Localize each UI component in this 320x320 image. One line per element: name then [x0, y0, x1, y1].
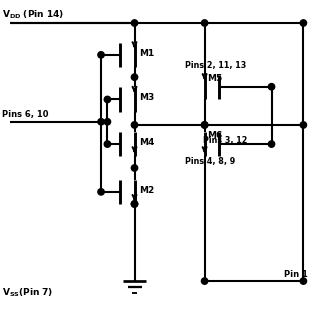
- Circle shape: [98, 119, 104, 125]
- Text: Pins 4, 8, 9: Pins 4, 8, 9: [186, 157, 236, 166]
- Text: $\mathbf{V_{SS}}$(Pin 7): $\mathbf{V_{SS}}$(Pin 7): [2, 286, 54, 299]
- Circle shape: [300, 20, 307, 26]
- Text: Pins 2, 11, 13: Pins 2, 11, 13: [186, 61, 247, 70]
- Circle shape: [104, 119, 111, 125]
- Circle shape: [201, 122, 208, 128]
- Text: $\mathbf{V_{DD}}$ (Pin 14): $\mathbf{V_{DD}}$ (Pin 14): [2, 9, 64, 21]
- Circle shape: [131, 165, 138, 171]
- Circle shape: [131, 74, 138, 80]
- Text: M1: M1: [139, 49, 154, 58]
- Circle shape: [201, 278, 208, 284]
- Circle shape: [98, 52, 104, 58]
- Circle shape: [300, 122, 307, 128]
- Text: Pins 3, 12: Pins 3, 12: [203, 136, 247, 145]
- Text: M6: M6: [207, 131, 222, 140]
- Circle shape: [268, 141, 275, 147]
- Text: M2: M2: [139, 186, 154, 195]
- Circle shape: [201, 122, 208, 128]
- Circle shape: [131, 201, 138, 207]
- Circle shape: [104, 96, 111, 103]
- Text: Pins 6, 10: Pins 6, 10: [2, 109, 49, 119]
- Circle shape: [98, 189, 104, 195]
- Text: Pin 1: Pin 1: [284, 269, 308, 278]
- Circle shape: [131, 20, 138, 26]
- Circle shape: [268, 84, 275, 90]
- Circle shape: [131, 201, 138, 207]
- Text: M3: M3: [139, 93, 154, 102]
- Text: M4: M4: [139, 138, 154, 147]
- Circle shape: [300, 278, 307, 284]
- Text: M5: M5: [207, 74, 222, 83]
- Circle shape: [131, 122, 138, 128]
- Circle shape: [104, 141, 111, 147]
- Circle shape: [201, 20, 208, 26]
